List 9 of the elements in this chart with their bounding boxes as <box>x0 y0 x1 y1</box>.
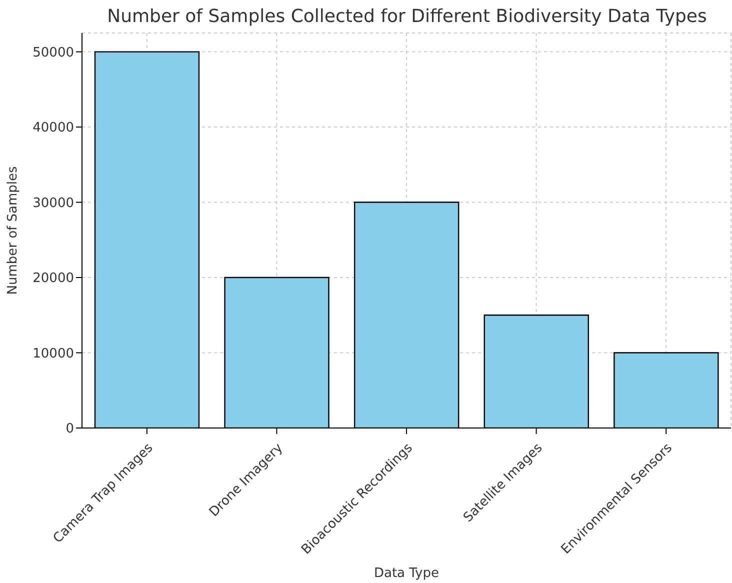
y-tick-label: 50000 <box>32 45 74 60</box>
y-axis-title: Number of Samples <box>6 166 21 295</box>
y-tick-label: 40000 <box>32 120 74 136</box>
y-tick-label: 0 <box>66 422 74 437</box>
y-tick-label: 20000 <box>32 271 74 286</box>
chart-title: Number of Samples Collected for Different Biodiversity Data Types <box>106 6 708 27</box>
y-tick-label: 10000 <box>32 346 74 362</box>
y-tick-label: 30000 <box>32 196 74 211</box>
x-axis-title: Data Type <box>374 566 440 581</box>
